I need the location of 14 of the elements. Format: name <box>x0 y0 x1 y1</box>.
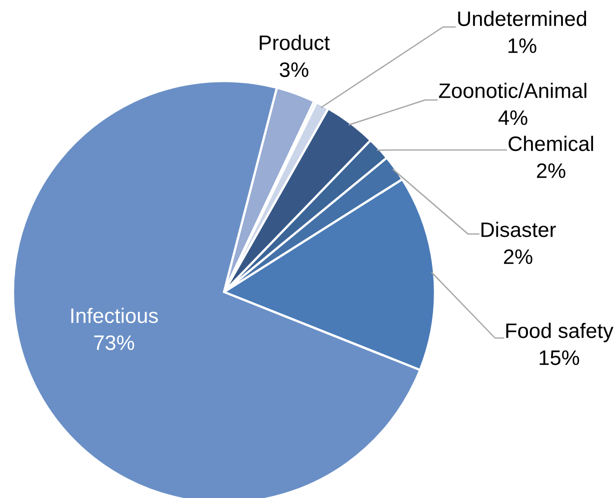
data-label: 2% <box>504 249 532 264</box>
data-label: 4% <box>498 110 528 125</box>
slice-label: Product <box>260 34 330 50</box>
slice-label: Zoonotic/Animal <box>438 82 586 98</box>
data-label: 15% <box>540 350 580 366</box>
data-label: 1% <box>508 38 536 53</box>
slice-label: Infectious <box>71 308 158 324</box>
data-label: 73% <box>94 335 134 350</box>
slice-label: Undetermined <box>458 10 586 26</box>
slice-label: Disaster <box>482 222 556 238</box>
data-label: 2% <box>536 163 566 178</box>
slice-label: Food safety <box>506 322 614 342</box>
data-label: 3% <box>280 62 308 78</box>
slice-label: Chemical <box>508 136 594 152</box>
